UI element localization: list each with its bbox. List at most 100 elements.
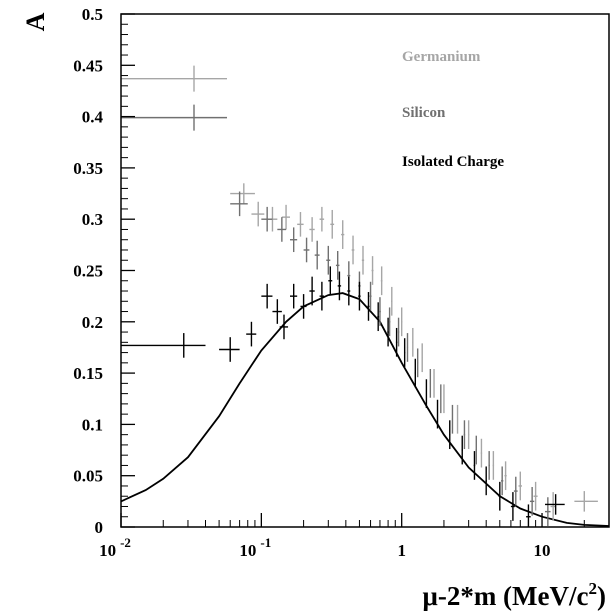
data-point [279,314,289,340]
data-point [371,256,374,285]
data-point [397,317,400,347]
data-point [513,476,518,506]
data-point [475,435,477,465]
data-point [395,327,398,357]
x-tick-label: 10 [534,541,551,560]
data-point [300,294,307,319]
y-tick-label: 0 [95,518,104,537]
y-tick-label: 0.4 [82,108,104,127]
data-point [121,333,206,358]
data-point [367,292,370,321]
data-point [406,333,409,362]
data-point [309,217,315,242]
y-tick-label: 0.1 [82,415,103,434]
data-point [261,206,273,232]
data-point [277,217,287,242]
legend-label: Germanium [402,49,481,65]
y-tick-label: 0.5 [82,5,103,24]
y-tick-label: 0.35 [73,159,103,178]
y-tick-label: 0.3 [82,210,103,229]
y-tick-label: 0.15 [73,364,103,383]
data-point [219,337,240,362]
data-point [510,492,515,521]
data-point [297,212,304,237]
data-point [416,348,419,378]
data-point [449,420,451,450]
data-point [347,276,351,306]
x-tick-label: 10 -2 [99,535,131,560]
data-point [303,237,310,263]
data-point [533,481,538,511]
data-point [529,486,535,516]
x-tick-label: 1 [397,541,406,560]
data-point [414,358,416,388]
legend-label: Isolated Charge [402,154,504,170]
data-point [309,276,315,306]
data-point [550,492,556,521]
data-point [498,481,501,511]
data-point [335,251,340,280]
data-point [403,338,406,367]
data-point [545,494,565,515]
data-point [456,404,459,434]
data-point [319,206,325,232]
x-tick-label: 10 -1 [239,535,271,560]
data-point [246,321,257,347]
data-point [545,497,551,526]
data-point [388,307,391,337]
y-tick-labels: 0 0.05 0.1 0.15 0.2 0.25 0.3 0.35 0.4 0.45 0.5 [73,5,103,537]
data-point [400,307,403,337]
data-point [500,466,504,496]
data-point [387,317,389,347]
data-point [518,471,523,501]
data-point [440,384,442,414]
y-axis-title: A [21,12,50,31]
data-point [358,281,361,311]
data-point [337,271,342,301]
data-point [289,283,298,309]
data-point [425,379,428,408]
y-tick-label: 0.25 [73,262,103,281]
data-point [330,209,335,239]
data-point [473,451,476,480]
axis-ticks [120,13,610,528]
data-point [492,451,495,480]
y-tick-label: 0.05 [73,467,103,486]
data-point [461,435,463,465]
y-tick-label: 0.45 [73,56,103,75]
x-axis-title-end: ) [597,581,606,611]
data-point [488,451,490,480]
data-point [289,227,298,253]
data-point [230,191,248,217]
data-point [485,466,487,496]
data-point [230,183,255,204]
data-point [433,368,435,398]
series-germanium [230,183,598,521]
data-point [281,204,290,230]
data-point [429,368,432,398]
legend-marker [121,65,227,92]
data-point [451,404,454,434]
y-tick-label: 0.2 [82,313,103,332]
data-point [361,245,365,275]
data-point [328,266,333,296]
data-point [341,220,345,249]
legend-label: Silicon [402,105,446,121]
data-point [412,327,414,357]
data-point [443,384,445,414]
data-point [379,297,381,326]
data-point [261,283,273,309]
series-silicon [230,191,551,526]
x-axis-title-base: μ-2*m (MeV/c [423,581,589,611]
x-axis-title: μ-2*m (MeV/c2) [423,579,606,611]
data-point [421,343,423,373]
data-point [251,201,265,227]
data-point [369,281,372,311]
data-point [504,461,507,491]
data-point [314,240,320,270]
data-point [391,286,393,316]
data-point [326,245,331,275]
x-axis-title-sup: 2 [589,579,598,598]
data-points-layer [121,183,598,527]
